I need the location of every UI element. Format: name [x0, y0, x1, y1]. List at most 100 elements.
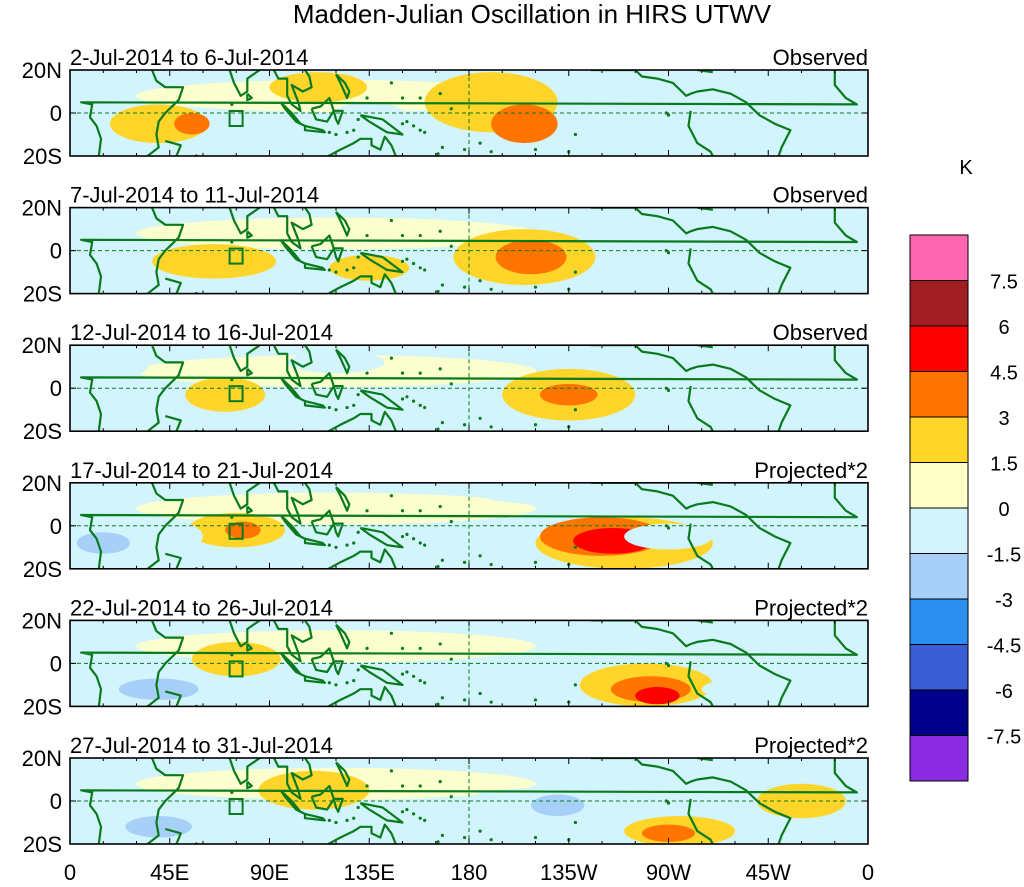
y-tick-label: 0 — [50, 651, 62, 676]
legend-level-label: 7.5 — [990, 272, 1018, 294]
coastline-15 — [590, 758, 792, 844]
coastline-5 — [227, 620, 262, 648]
island-12 — [489, 150, 493, 154]
anomaly-blob-4 — [174, 113, 210, 135]
island-4 — [438, 92, 442, 96]
island-27 — [418, 128, 422, 132]
island-8 — [423, 405, 427, 410]
panel-5: 20N 0 20S 22-Jul-2014 to 26-Jul-2014 Project… — [22, 595, 869, 719]
coastline-13 — [359, 389, 404, 411]
anomaly-blob-7 — [324, 676, 436, 703]
coastline-6 — [246, 780, 253, 790]
coastline-11 — [332, 797, 344, 813]
coastline-11 — [332, 385, 344, 400]
island-21 — [345, 130, 349, 134]
coastline-13 — [359, 526, 404, 549]
coastline-16 — [687, 385, 714, 432]
island-11 — [478, 691, 482, 696]
island-17 — [666, 251, 671, 255]
anomaly-blob-9 — [480, 482, 614, 505]
island-26 — [405, 670, 409, 674]
x-tick-label: 180 — [451, 860, 488, 885]
coastline-9 — [303, 400, 326, 409]
legend-swatch-4 — [909, 371, 969, 418]
coastline-2 — [146, 758, 185, 844]
coastline-1 — [80, 758, 858, 844]
coastline-12 — [335, 348, 351, 375]
background-band — [136, 492, 536, 525]
legend-swatch-7 — [909, 507, 969, 554]
x-tick-label: 90W — [646, 860, 691, 885]
island-24 — [334, 545, 338, 549]
coastline-7 — [272, 620, 313, 663]
coastlines — [80, 482, 858, 569]
coastline-7 — [272, 207, 313, 250]
island-13 — [533, 147, 538, 152]
coastline-2 — [146, 70, 185, 156]
reference-box — [228, 798, 244, 815]
coastline-11 — [332, 660, 344, 676]
island-2 — [400, 646, 405, 650]
island-20 — [352, 403, 356, 407]
island-4 — [438, 504, 442, 509]
island-22 — [356, 668, 360, 672]
coastline-9 — [303, 537, 326, 547]
island-20 — [352, 679, 356, 683]
island-22 — [356, 530, 360, 534]
legend-level-label: 3 — [998, 408, 1009, 430]
chart-title: Madden-Julian Oscillation in HIRS UTWV — [293, 0, 772, 29]
island-12 — [489, 700, 493, 704]
coastline-13 — [359, 114, 404, 136]
island-8 — [423, 268, 427, 272]
coastline-14 — [326, 273, 397, 294]
coastline-16 — [687, 798, 714, 844]
island-11 — [478, 554, 482, 558]
island-10 — [436, 289, 440, 294]
panel-1: 20N 0 20S 2-Jul-2014 to 6-Jul-2014 Observed — [22, 45, 869, 169]
island-9 — [411, 399, 416, 403]
coastline-5 — [227, 345, 262, 373]
island-13 — [533, 835, 538, 840]
island-28 — [365, 646, 369, 650]
legend-swatch-1 — [909, 234, 969, 281]
coastline-16 — [687, 523, 714, 569]
island-6 — [462, 698, 467, 702]
island-13 — [533, 285, 538, 289]
coastline-1 — [80, 482, 858, 569]
legend-swatch-6 — [909, 462, 969, 509]
coastline-2 — [146, 482, 185, 569]
y-tick-label: 0 — [50, 376, 62, 401]
y-tick-label: 20N — [22, 333, 62, 358]
x-tick-label: 0 — [862, 860, 874, 885]
coastline-12 — [335, 486, 351, 512]
island-13 — [533, 560, 538, 564]
coastline-12 — [335, 73, 351, 100]
island-26 — [405, 395, 409, 399]
anomaly-blob-9 — [701, 678, 791, 700]
coastline-5 — [227, 207, 262, 235]
panel-4: 20N 0 20S 17-Jul-2014 to 21-Jul-2014 Project… — [22, 458, 869, 582]
island-17 — [666, 526, 671, 530]
coastline-15 — [590, 482, 792, 569]
panel-source-label: Projected*2 — [754, 458, 868, 483]
island-12 — [489, 425, 493, 429]
island-27 — [418, 266, 422, 270]
anomaly-blob-2 — [491, 104, 558, 144]
panel-source-label: Projected*2 — [754, 595, 868, 620]
island-23 — [327, 130, 331, 134]
island-3 — [418, 96, 422, 100]
coastline-12 — [335, 211, 351, 237]
coastline-1 — [80, 207, 858, 294]
coastline-9 — [303, 675, 326, 684]
y-tick-label: 20S — [23, 282, 62, 307]
coastline-5 — [227, 70, 262, 97]
island-14 — [573, 683, 578, 687]
island-17 — [666, 113, 671, 117]
island-3 — [418, 646, 422, 650]
island-17 — [666, 801, 671, 805]
island-7 — [440, 283, 444, 287]
coastline-12 — [335, 623, 351, 650]
x-tick-label: 135E — [344, 860, 395, 885]
coastlines — [80, 758, 858, 844]
anomaly-blob-4 — [287, 351, 385, 374]
